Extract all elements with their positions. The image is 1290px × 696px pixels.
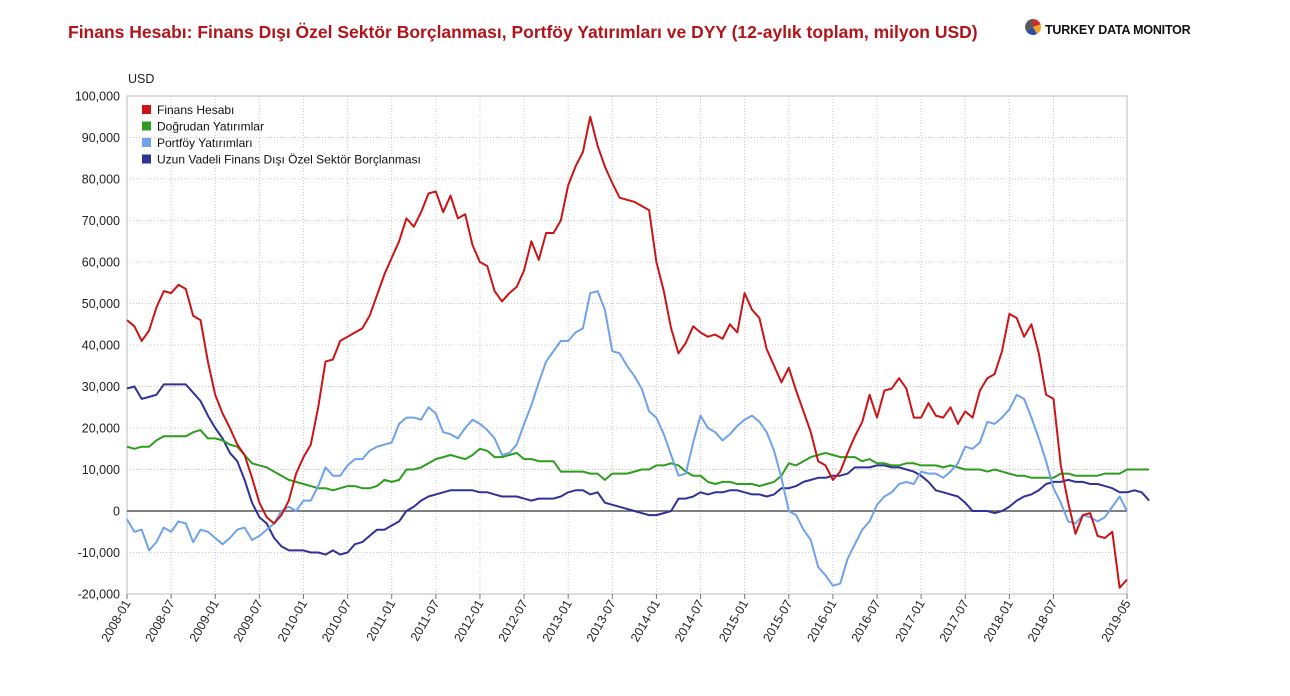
series-line-1	[126, 429, 1150, 492]
x-tick-label: 2016-01	[804, 597, 839, 644]
brand: TURKEY DATA MONITOR	[1024, 18, 1191, 41]
x-tick-label: 2008-01	[99, 597, 134, 644]
x-tick-label: 2016-07	[849, 597, 884, 644]
brand-pie-logo-icon	[1024, 18, 1042, 41]
x-tick-label: 2017-01	[893, 597, 928, 644]
y-tick-label: 50,000	[82, 297, 120, 311]
legend-label: Finans Hesabı	[157, 103, 234, 117]
y-tick-label: 100,000	[75, 90, 120, 104]
y-tick-label: 40,000	[82, 339, 120, 353]
legend-label: Uzun Vadeli Finans Dışı Özel Sektör Borç…	[157, 153, 421, 167]
legend-swatch	[142, 121, 151, 131]
series-line-0	[126, 115, 1128, 589]
x-tick-label: 2010-01	[275, 597, 310, 644]
x-tick-label: 2011-07	[408, 597, 443, 643]
x-tick-label: 2015-07	[760, 597, 795, 644]
x-tick-label: 2017-07	[937, 597, 972, 644]
x-tick-label: 2008-07	[143, 597, 178, 644]
y-tick-label: 70,000	[82, 214, 120, 228]
x-tick-label: 2012-07	[496, 597, 531, 644]
legend: Finans Hesabı Doğrudan Yatırımlar Portföy …	[142, 103, 421, 167]
x-tick-label: 2018-01	[981, 597, 1016, 644]
y-axis: 100,000 90,000 80,000 70,000 60,000 50,000 40,…	[75, 90, 120, 602]
x-tick-label: 2018-07	[1025, 597, 1060, 644]
x-tick-label: 2012-01	[451, 597, 486, 644]
series-line-2	[126, 290, 1128, 587]
brand-name: TURKEY DATA MONITOR	[1045, 22, 1191, 37]
y-tick-label: 80,000	[82, 173, 120, 187]
x-tick-label: 2014-07	[672, 597, 707, 644]
x-tick-label: 2013-07	[584, 597, 619, 644]
legend-swatch	[142, 105, 151, 114]
legend-label: Doğrudan Yatırımlar	[157, 120, 264, 134]
x-tick-label: 2015-01	[716, 597, 751, 644]
x-tick-label: 2013-01	[540, 597, 575, 644]
x-tick-label: 2014-01	[628, 597, 663, 644]
y-tick-label: -20,000	[78, 588, 120, 602]
series-line-3	[126, 383, 1150, 556]
page-title: Finans Hesabı: Finans Dışı Özel Sektör B…	[68, 22, 978, 42]
x-tick-label: 2010-07	[319, 597, 354, 644]
y-tick-label: 60,000	[82, 256, 120, 270]
y-tick-label: 30,000	[82, 380, 120, 394]
y-tick-label: -10,000	[78, 546, 120, 560]
x-axis: 2008-01 2008-07 2009-01 2009-07 2010-01 2010-…	[99, 594, 1134, 644]
grid	[126, 95, 1128, 595]
y-tick-label: 20,000	[82, 422, 120, 436]
x-tick-label: 2019-05	[1099, 597, 1134, 644]
y-axis-unit: USD	[128, 72, 154, 86]
x-tick-label: 2009-07	[231, 597, 266, 644]
y-tick-label: 90,000	[82, 131, 120, 145]
legend-label: Portföy Yatırımları	[157, 136, 253, 150]
y-tick-label: 0	[113, 505, 120, 519]
series-lines	[126, 115, 1150, 589]
x-tick-label: 2009-01	[187, 597, 222, 644]
y-tick-label: 10,000	[82, 463, 120, 477]
legend-swatch	[142, 138, 151, 147]
x-tick-label: 2011-01	[364, 597, 399, 643]
legend-swatch	[142, 154, 151, 164]
